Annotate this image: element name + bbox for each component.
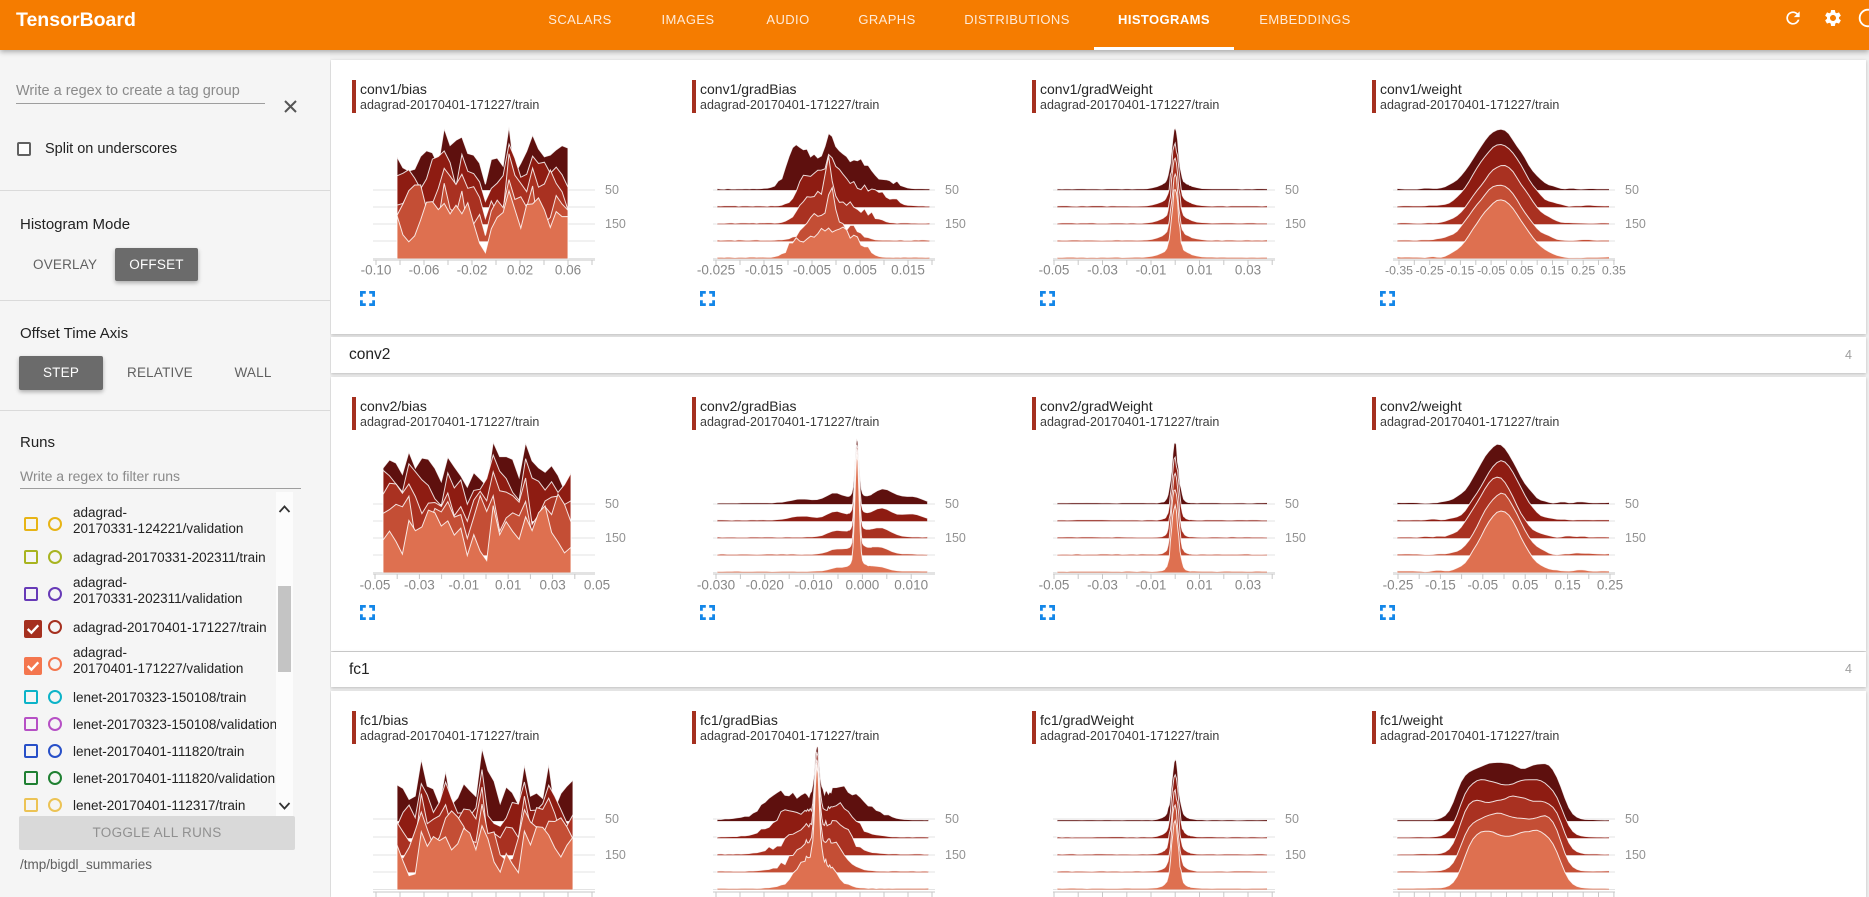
svg-text:-0.05: -0.05 [1039, 578, 1070, 593]
svg-text:50: 50 [1285, 497, 1299, 511]
svg-text:-0.01: -0.01 [448, 578, 479, 593]
svg-text:50: 50 [945, 812, 959, 826]
svg-text:0.01: 0.01 [1186, 263, 1212, 278]
svg-text:0.02: 0.02 [507, 263, 533, 278]
svg-text:-0.15: -0.15 [1446, 264, 1474, 278]
svg-text:-0.015: -0.015 [745, 263, 783, 278]
svg-text:-0.01: -0.01 [1136, 263, 1167, 278]
svg-text:150: 150 [1285, 217, 1306, 231]
svg-text:0.015: 0.015 [891, 263, 925, 278]
svg-text:-0.03: -0.03 [1087, 263, 1118, 278]
svg-text:150: 150 [605, 848, 626, 862]
svg-text:-0.15: -0.15 [1425, 578, 1456, 593]
svg-text:0.03: 0.03 [539, 578, 565, 593]
svg-text:0.010: 0.010 [894, 578, 928, 593]
svg-text:50: 50 [1625, 497, 1639, 511]
svg-text:-0.25: -0.25 [1416, 264, 1444, 278]
svg-text:50: 50 [1625, 812, 1639, 826]
svg-text:150: 150 [1285, 531, 1306, 545]
svg-text:0.35: 0.35 [1602, 264, 1626, 278]
svg-text:0.005: 0.005 [843, 263, 877, 278]
svg-text:50: 50 [605, 497, 619, 511]
svg-text:50: 50 [605, 183, 619, 197]
svg-text:50: 50 [1285, 183, 1299, 197]
svg-text:50: 50 [945, 183, 959, 197]
svg-text:0.000: 0.000 [846, 578, 880, 593]
svg-text:0.05: 0.05 [584, 578, 610, 593]
svg-text:150: 150 [1285, 848, 1306, 862]
svg-text:50: 50 [1285, 812, 1299, 826]
svg-text:150: 150 [1625, 217, 1646, 231]
svg-text:-0.25: -0.25 [1383, 578, 1414, 593]
svg-text:150: 150 [1625, 531, 1646, 545]
svg-text:0.25: 0.25 [1597, 578, 1623, 593]
svg-text:50: 50 [945, 497, 959, 511]
svg-text:-0.35: -0.35 [1385, 264, 1413, 278]
svg-text:-0.05: -0.05 [360, 578, 391, 593]
svg-text:-0.005: -0.005 [793, 263, 831, 278]
svg-text:150: 150 [605, 217, 626, 231]
svg-text:-0.05: -0.05 [1039, 263, 1070, 278]
svg-text:50: 50 [605, 812, 619, 826]
svg-text:150: 150 [945, 217, 966, 231]
svg-text:0.15: 0.15 [1541, 264, 1565, 278]
svg-text:-0.025: -0.025 [697, 263, 735, 278]
svg-text:0.15: 0.15 [1554, 578, 1580, 593]
svg-text:-0.03: -0.03 [404, 578, 435, 593]
svg-text:-0.02: -0.02 [457, 263, 488, 278]
svg-text:0.01: 0.01 [1186, 578, 1212, 593]
svg-text:0.06: 0.06 [555, 263, 581, 278]
svg-text:-0.05: -0.05 [1477, 264, 1505, 278]
svg-text:0.03: 0.03 [1235, 578, 1261, 593]
svg-text:0.05: 0.05 [1510, 264, 1534, 278]
svg-text:-0.010: -0.010 [794, 578, 832, 593]
svg-text:-0.10: -0.10 [361, 263, 392, 278]
svg-text:0.25: 0.25 [1571, 264, 1595, 278]
svg-text:150: 150 [1625, 848, 1646, 862]
svg-text:-0.01: -0.01 [1136, 578, 1167, 593]
svg-text:-0.020: -0.020 [746, 578, 784, 593]
svg-text:-0.030: -0.030 [697, 578, 735, 593]
svg-text:0.01: 0.01 [495, 578, 521, 593]
svg-text:150: 150 [945, 531, 966, 545]
svg-text:150: 150 [945, 848, 966, 862]
svg-text:50: 50 [1625, 183, 1639, 197]
svg-text:150: 150 [605, 531, 626, 545]
svg-text:-0.05: -0.05 [1467, 578, 1498, 593]
svg-text:0.05: 0.05 [1512, 578, 1538, 593]
svg-text:0.03: 0.03 [1235, 263, 1261, 278]
svg-text:-0.03: -0.03 [1087, 578, 1118, 593]
svg-text:-0.06: -0.06 [409, 263, 440, 278]
